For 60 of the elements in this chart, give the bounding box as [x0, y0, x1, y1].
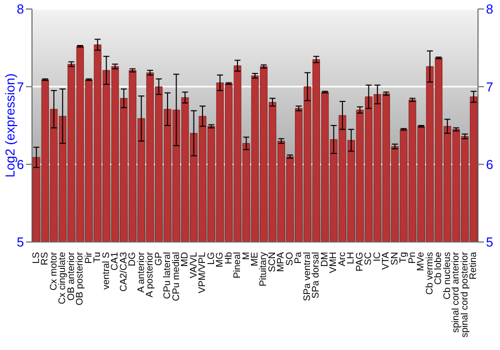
x-tick-label: OB posterior: [74, 252, 86, 306]
x-tick-label: IC: [372, 252, 383, 262]
x-tick-label: Pa: [293, 251, 304, 264]
x-tick-label: VMH: [328, 252, 340, 274]
y2-tick-label: 5: [486, 234, 494, 250]
x-tick-label: ME: [250, 252, 260, 266]
x-tick-label: ventral S: [100, 252, 112, 290]
x-tick-label: Cb nucleus: [442, 252, 453, 300]
x-tick-label: VTA: [380, 251, 392, 270]
x-tick-label: CA2/CA3: [118, 252, 130, 292]
x-tick-label: Pn: [406, 252, 418, 264]
x-tick-label: spinal cord anterior: [450, 252, 462, 333]
y-axis-title: Log2 (expression): [2, 73, 18, 178]
x-tick-label: VPM/VPL: [197, 252, 208, 294]
y-tick-label: 6: [16, 156, 24, 172]
x-tick-label: LG: [206, 252, 217, 265]
x-tick-label: Cx motor: [48, 252, 60, 291]
x-tick-label: Cb lobe: [433, 252, 444, 285]
y-tick-label: 5: [16, 234, 24, 250]
y2-tick-label: 6: [486, 156, 494, 172]
x-tick-label: Tu: [92, 252, 104, 263]
x-tick-label: CPu lateral: [162, 252, 174, 299]
x-tick-label: SPa ventral: [302, 252, 313, 302]
x-tick-label: SO: [284, 252, 296, 266]
y-tick-label: 7: [16, 79, 24, 94]
x-tick-label: OB anterior: [66, 252, 77, 301]
x-tick-label: PAG: [354, 252, 366, 272]
x-tick-label: SCN: [266, 252, 278, 272]
x-tick-label: Tg: [398, 252, 410, 264]
x-tick-label: LH: [346, 252, 357, 264]
x-tick-label: M: [240, 252, 252, 260]
x-tick-label: MPA: [276, 251, 287, 272]
x-tick-label: Cb vermis: [424, 252, 436, 295]
y2-tick-label: 7: [486, 79, 494, 94]
x-tick-label: Cx cingulate: [57, 252, 68, 304]
x-tick-label: spinal cord posterior: [459, 252, 470, 338]
x-tick-label: Hb: [223, 252, 234, 264]
x-tick-label: DM: [319, 252, 330, 267]
x-tick-label: RS: [40, 252, 51, 266]
y-tick-label: 8: [16, 2, 24, 17]
x-tick-label: GP: [153, 252, 164, 266]
x-tick-label: SN: [389, 252, 400, 266]
x-tick-label: Arc: [336, 252, 348, 266]
x-tick-label: Pineal: [232, 252, 244, 278]
x-tick-label: Retina: [468, 251, 480, 280]
x-tick-label: MD: [180, 252, 191, 267]
x-tick-label: Pituitary: [258, 252, 270, 286]
x-tick-label: SC: [363, 252, 374, 266]
x-tick-label: MVe: [416, 252, 427, 272]
x-tick-label: A anterior: [136, 252, 147, 293]
x-tick-label: CA1: [110, 252, 121, 270]
x-tick-label: Pir: [83, 252, 94, 264]
y2-tick-label: 8: [486, 2, 494, 17]
x-tick-label: LS: [30, 252, 42, 264]
x-tick-label: VA/VL: [188, 252, 200, 278]
x-tick-label: DG: [127, 252, 138, 266]
x-tick-label: CPu medial: [170, 252, 182, 302]
x-tick-label: SPa dorsal: [310, 252, 322, 298]
x-tick-label: A posterior: [144, 252, 156, 298]
x-tick-label: MG: [214, 252, 226, 268]
